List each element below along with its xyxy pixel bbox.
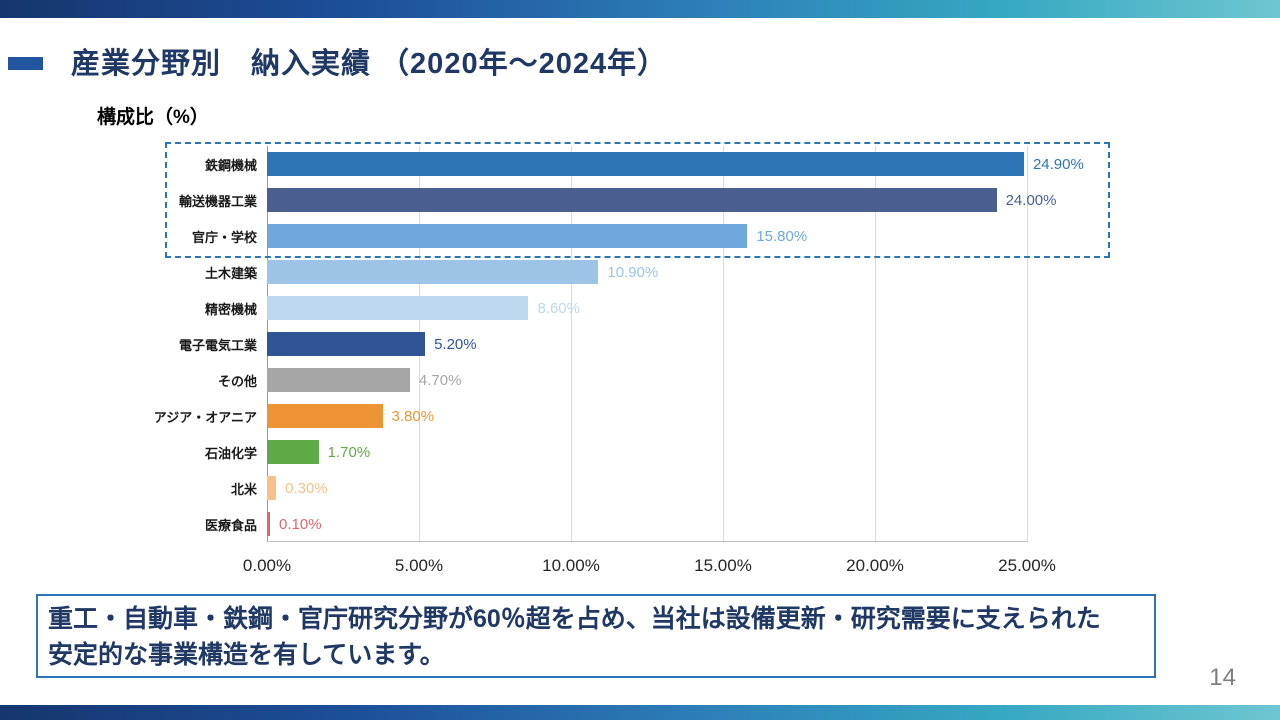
bar — [267, 368, 410, 392]
chart-row: 北米 0.30% — [95, 470, 1035, 506]
category-label: 土木建築 — [204, 265, 257, 281]
value-label: 5.20% — [434, 335, 477, 353]
bar-track: 4.70% — [267, 368, 1035, 392]
gridline — [723, 146, 724, 541]
chart-axis-title: 構成比（%） — [97, 107, 209, 128]
value-label: 0.30% — [285, 479, 328, 497]
chart-row: 精密機械 8.60% — [95, 290, 1035, 326]
x-tick-label: 5.00% — [394, 556, 444, 575]
chart-row: 官庁・学校 15.80% — [95, 218, 1035, 254]
category-label: 北米 — [230, 481, 257, 497]
summary-box: 重工・自動車・鉄鋼・官庁研究分野が60％超を占め、当社は設備更新・研究需要に支え… — [36, 594, 1156, 678]
bar — [267, 440, 319, 464]
chart-row: アジア・オアニア 3.80% — [95, 398, 1035, 434]
category-label: 輸送機器工業 — [178, 193, 257, 209]
bar-track: 5.20% — [267, 332, 1035, 356]
top-accent-bar — [0, 0, 1280, 18]
gridline — [875, 146, 876, 541]
gridline — [1027, 146, 1028, 541]
value-label: 24.90% — [1032, 155, 1084, 173]
chart-row: 輸送機器工業 24.00% — [95, 182, 1056, 218]
bar-track: 15.80% — [267, 224, 1035, 248]
x-tick-label: 10.00% — [542, 556, 600, 575]
chart-rows: 鉄鋼機械 24.90% 輸送機器工業 24.00% 官庁・学校 15.80% 土木建築 10.… — [95, 146, 1084, 542]
value-label: 4.70% — [418, 371, 462, 389]
category-label: 官庁・学校 — [191, 229, 257, 245]
value-label: 15.80% — [756, 227, 808, 245]
summary-line-2: 安定的な事業構造を有しています。 — [48, 641, 445, 669]
bar — [267, 296, 529, 320]
bar — [267, 188, 997, 212]
category-label: 電子電気工業 — [178, 337, 257, 353]
chart-row: その他 4.70% — [95, 362, 1035, 398]
chart-row: 土木建築 10.90% — [95, 254, 1035, 290]
bar — [267, 152, 1024, 176]
bar-track: 8.60% — [267, 296, 1035, 320]
category-label: 医療食品 — [204, 517, 257, 533]
title-marker — [8, 56, 43, 70]
bar-track: 24.00% — [267, 188, 1056, 212]
value-label: 1.70% — [327, 443, 371, 461]
bar — [267, 512, 271, 536]
page-number: 14 — [1209, 664, 1236, 691]
value-label: 24.00% — [1005, 191, 1057, 209]
chart-row: 鉄鋼機械 24.90% — [95, 146, 1084, 182]
category-label: 石油化学 — [204, 445, 257, 461]
value-label: 8.60% — [537, 299, 580, 317]
bar-track: 3.80% — [267, 404, 1035, 428]
bar — [267, 224, 748, 248]
x-axis-ticks: 0.00% 5.00% 10.00% 15.00% 20.00% 25.00% — [243, 542, 1056, 576]
bar — [267, 260, 599, 284]
bar-track: 24.90% — [267, 152, 1084, 176]
summary-line-1: 重工・自動車・鉄鋼・官庁研究分野が60％超を占め、当社は設備更新・研究需要に支え… — [48, 605, 1101, 633]
title-row: 産業分野別 納入実績 （2020年～2024年） — [8, 40, 667, 82]
value-label: 0.10% — [279, 515, 322, 533]
bar-track: 0.30% — [267, 476, 1035, 500]
x-tick-label: 20.00% — [846, 556, 904, 575]
chart-row: 電子電気工業 5.20% — [95, 326, 1035, 362]
category-label: 精密機械 — [204, 301, 257, 317]
chart-row: 医療食品 0.10% — [95, 506, 1035, 542]
category-label: アジア・オアニア — [153, 409, 257, 425]
bottom-accent-bar — [0, 705, 1280, 720]
category-label: その他 — [217, 373, 257, 389]
bar — [267, 332, 426, 356]
x-tick-label: 0.00% — [242, 556, 292, 575]
x-tick-label: 25.00% — [998, 556, 1056, 575]
bar-chart: 鉄鋼機械 24.90% 輸送機器工業 24.00% 官庁・学校 15.80% 土木建築 10.… — [95, 142, 1110, 575]
gridline — [571, 146, 572, 541]
bar-track: 10.90% — [267, 260, 1035, 284]
chart-row: 石油化学 1.70% — [95, 434, 1035, 470]
value-label: 10.90% — [607, 263, 659, 281]
bar-track: 0.10% — [267, 512, 1035, 536]
page-title: 産業分野別 納入実績 （2020年～2024年） — [71, 48, 668, 80]
bar — [267, 476, 277, 500]
x-tick-label: 15.00% — [694, 556, 752, 575]
category-label: 鉄鋼機械 — [204, 157, 257, 173]
value-label: 3.80% — [391, 407, 435, 425]
bar-track: 1.70% — [267, 440, 1035, 464]
bar — [267, 404, 383, 428]
